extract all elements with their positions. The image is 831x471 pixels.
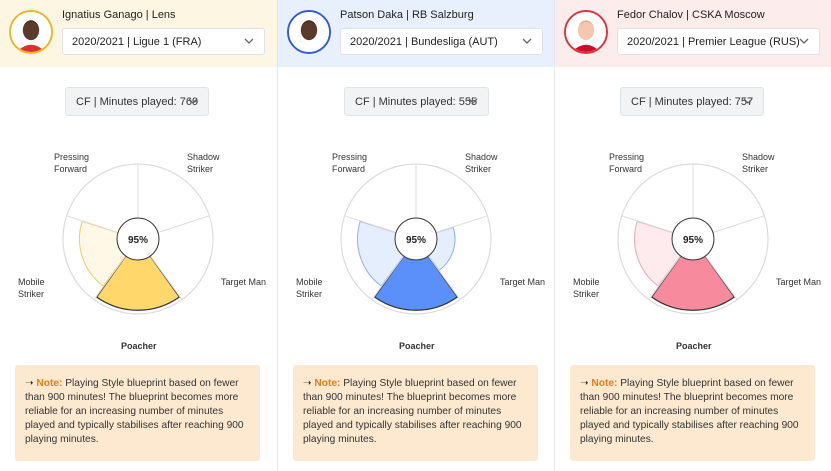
chevron-down-icon [188,96,198,106]
player-column-1: Ignatius Ganago | Lens 2020/2021 | Ligue… [0,0,277,471]
position-minutes-select[interactable]: CF | Minutes played: 769 [65,87,209,116]
label-poacher: Poacher [121,341,157,351]
season-league-value: 2020/2021 | Premier League (RUS) [627,36,800,48]
note-label: Note: [591,378,618,389]
blueprint-score: 95% [683,235,703,246]
label-poacher: Poacher [676,341,712,351]
player-column-3: Fedor Chalov | CSKA Moscow 2020/2021 | P… [554,0,831,471]
label-target-man: Target Man [776,277,822,287]
player-header: Patson Daka | RB Salzburg 2020/2021 | Bu… [278,0,554,67]
player-header: Fedor Chalov | CSKA Moscow 2020/2021 | P… [555,0,831,67]
player-name: Fedor Chalov | CSKA Moscow [617,9,765,21]
low-minutes-note: ➝ Note: Playing Style blueprint based on… [293,365,538,461]
label-poacher: Poacher [399,341,435,351]
chevron-down-icon [743,96,753,106]
label-pressing-forward: Pressing Forward [54,152,90,174]
blueprint-score: 95% [128,235,148,246]
label-shadow-striker: Shadow Striker [465,152,498,174]
chevron-down-icon [468,96,478,106]
season-league-value: 2020/2021 | Bundesliga (AUT) [350,36,498,48]
position-minutes-value: CF | Minutes played: 555 [355,96,478,108]
label-target-man: Target Man [221,277,267,287]
arrow-right-icon: ➝ [580,378,589,389]
arrow-right-icon: ➝ [25,378,34,389]
season-league-select[interactable]: 2020/2021 | Bundesliga (AUT) [340,28,543,55]
position-minutes-value: CF | Minutes played: 769 [76,96,199,108]
season-league-select[interactable]: 2020/2021 | Premier League (RUS) [617,28,820,55]
label-mobile-striker: Mobile Striker [573,277,600,299]
label-target-man: Target Man [500,277,546,287]
player-column-2: Patson Daka | RB Salzburg 2020/2021 | Bu… [277,0,554,471]
label-shadow-striker: Shadow Striker [742,152,775,174]
playing-style-radar: 95% [278,135,555,355]
label-mobile-striker: Mobile Striker [296,277,323,299]
note-text: Playing Style blueprint based on fewer t… [580,378,799,445]
note-text: Playing Style blueprint based on fewer t… [25,378,244,445]
chevron-down-icon [244,36,254,46]
label-mobile-striker: Mobile Striker [18,277,45,299]
season-league-select[interactable]: 2020/2021 | Ligue 1 (FRA) [62,28,265,55]
player-header: Ignatius Ganago | Lens 2020/2021 | Ligue… [0,0,277,67]
chevron-down-icon [799,36,809,46]
playing-style-radar: 95% [0,135,277,355]
playing-style-radar: 95% [555,135,831,355]
blueprint-score: 95% [406,235,426,246]
position-minutes-value: CF | Minutes played: 757 [631,96,754,108]
label-pressing-forward: Pressing Forward [609,152,645,174]
player-name: Ignatius Ganago | Lens [62,9,176,21]
player-avatar-icon [564,10,608,54]
player-avatar-icon [9,10,53,54]
position-minutes-select[interactable]: CF | Minutes played: 757 [620,87,764,116]
player-avatar-icon [287,10,331,54]
low-minutes-note: ➝ Note: Playing Style blueprint based on… [570,365,815,461]
note-label: Note: [314,378,341,389]
arrow-right-icon: ➝ [303,378,312,389]
note-label: Note: [36,378,63,389]
label-pressing-forward: Pressing Forward [332,152,368,174]
label-shadow-striker: Shadow Striker [187,152,220,174]
low-minutes-note: ➝ Note: Playing Style blueprint based on… [15,365,260,461]
season-league-value: 2020/2021 | Ligue 1 (FRA) [72,36,202,48]
player-name: Patson Daka | RB Salzburg [340,9,474,21]
note-text: Playing Style blueprint based on fewer t… [303,378,522,445]
position-minutes-select[interactable]: CF | Minutes played: 555 [344,87,489,116]
chevron-down-icon [522,36,532,46]
